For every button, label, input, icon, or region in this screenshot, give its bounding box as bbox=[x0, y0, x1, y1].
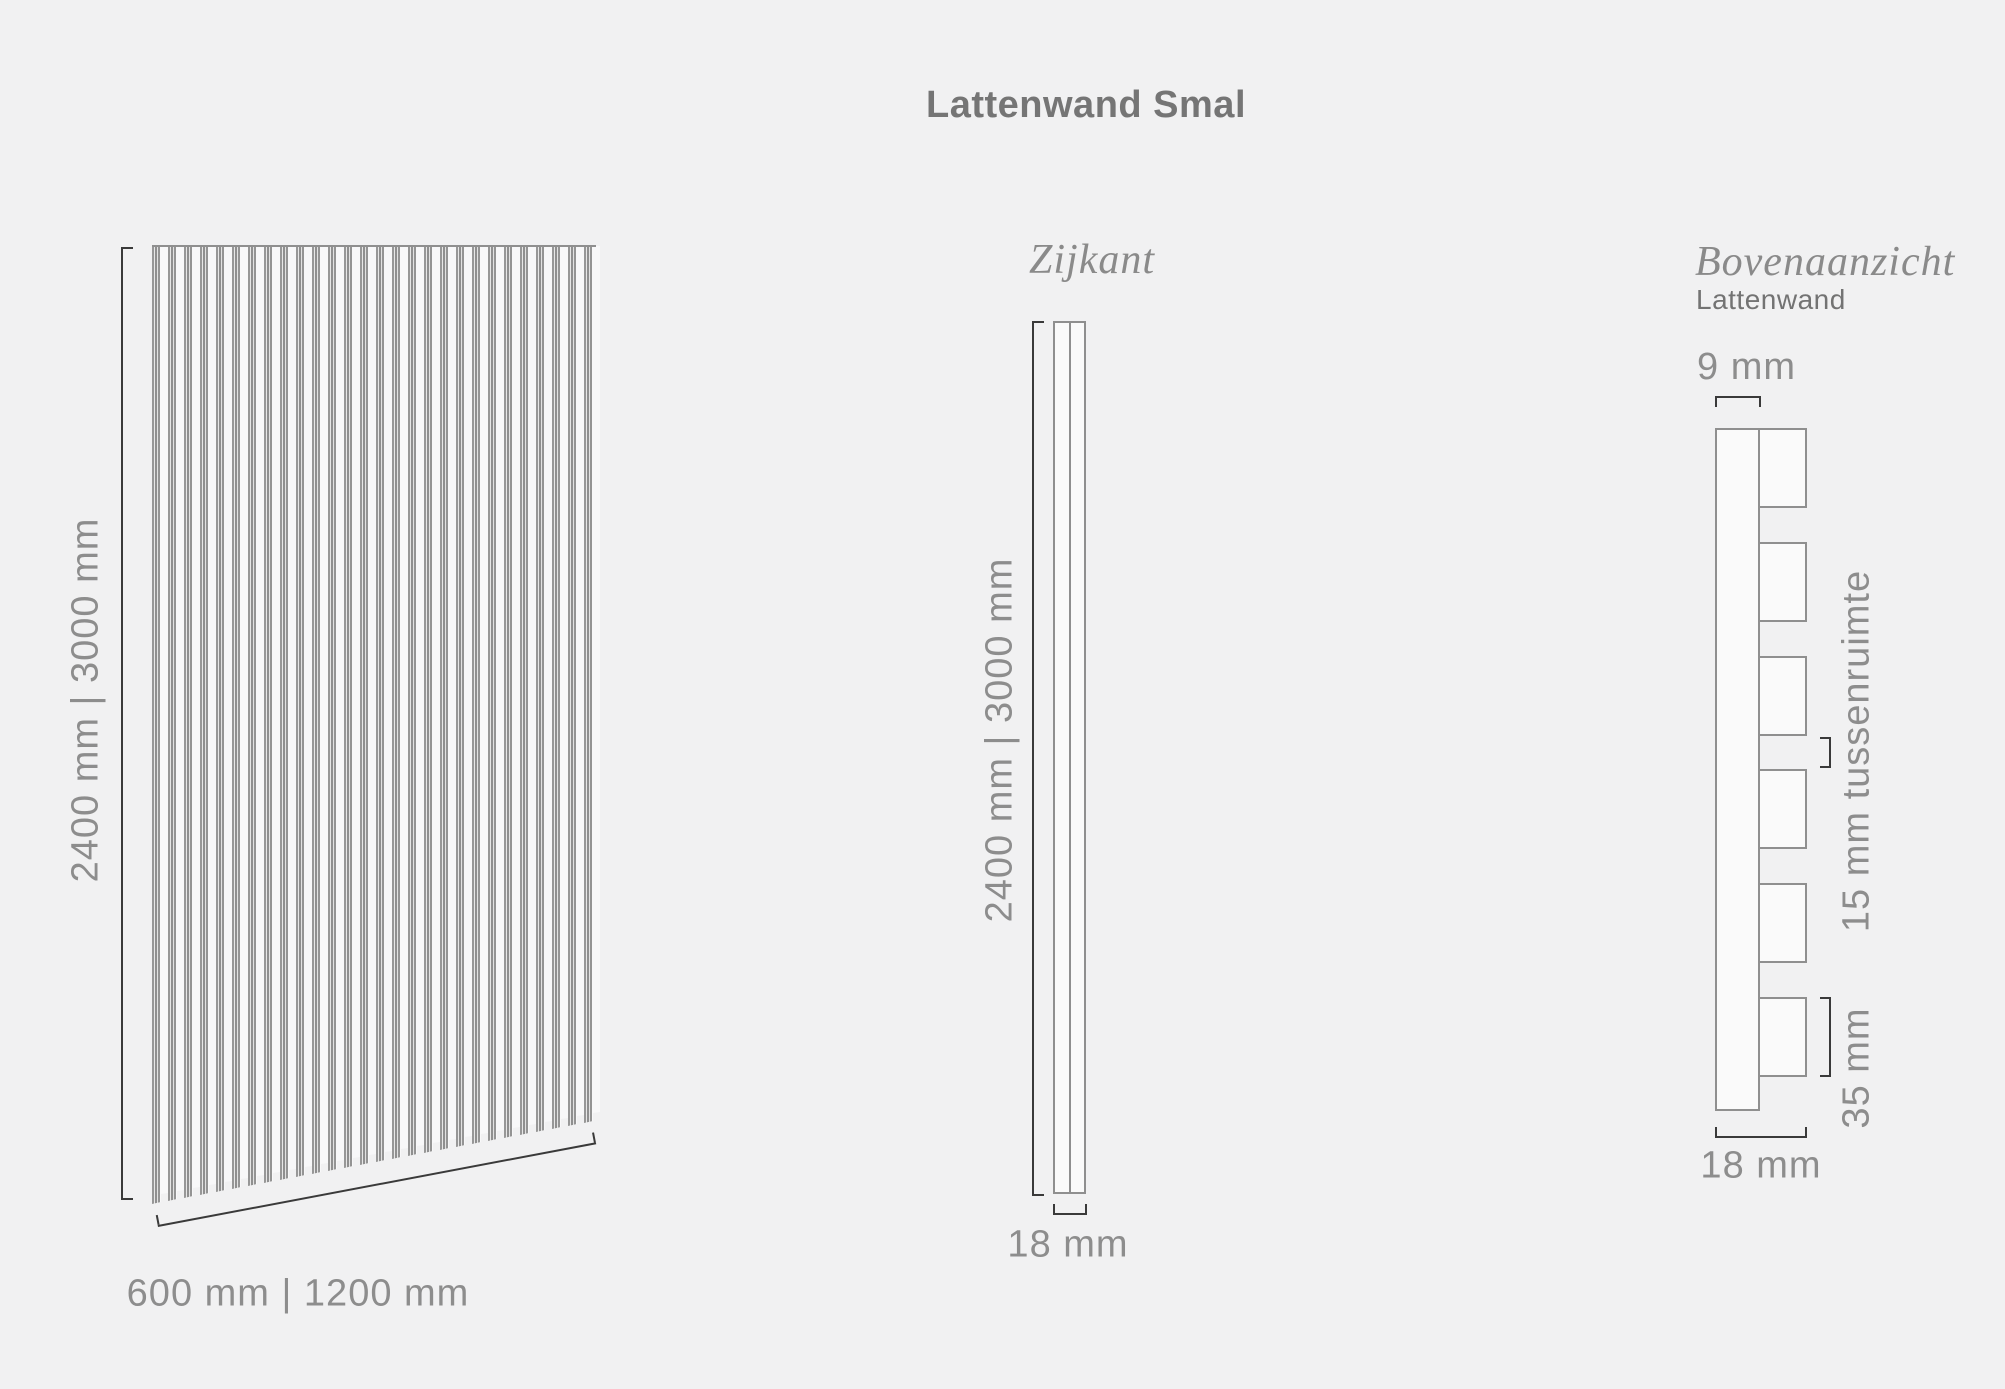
board-thickness-label: 9 mm bbox=[1697, 346, 1796, 388]
top-view-slat-block bbox=[1758, 428, 1807, 508]
front-slat bbox=[472, 246, 488, 1144]
total-depth-bracket bbox=[1715, 1127, 1807, 1138]
front-slat bbox=[264, 246, 280, 1183]
front-slat bbox=[200, 246, 216, 1195]
front-slat bbox=[168, 246, 184, 1201]
front-height-label: 2400 mm | 3000 mm bbox=[64, 517, 107, 883]
top-view-slat-block bbox=[1758, 769, 1807, 849]
front-slat bbox=[520, 246, 536, 1135]
front-slat bbox=[184, 246, 200, 1198]
front-slat bbox=[248, 246, 264, 1186]
front-slat bbox=[216, 246, 232, 1192]
side-depth-label: 18 mm bbox=[1007, 1223, 1129, 1266]
top-view-sublabel: Lattenwand bbox=[1696, 284, 1846, 315]
front-slat bbox=[456, 246, 472, 1147]
front-slat bbox=[312, 246, 328, 1174]
side-height-bracket bbox=[1032, 321, 1044, 1196]
front-slat bbox=[280, 246, 296, 1180]
slat-width-bracket bbox=[1820, 997, 1831, 1077]
front-slat bbox=[488, 246, 504, 1141]
front-slat bbox=[392, 246, 408, 1159]
front-slat bbox=[296, 246, 312, 1177]
bracket-tick bbox=[123, 247, 133, 249]
top-view-slat-block bbox=[1758, 997, 1807, 1077]
bracket-tick bbox=[1053, 1204, 1055, 1213]
front-slat bbox=[440, 246, 456, 1150]
front-slat bbox=[328, 246, 344, 1171]
bracket-tick bbox=[1085, 1204, 1087, 1213]
bracket-tick bbox=[1820, 1075, 1829, 1077]
front-slat bbox=[568, 246, 584, 1126]
front-slat bbox=[376, 246, 392, 1162]
front-slat bbox=[504, 246, 520, 1138]
front-slat bbox=[232, 246, 248, 1189]
front-view-slats bbox=[152, 246, 602, 1206]
top-view-slats bbox=[1758, 428, 1807, 1110]
front-slat bbox=[152, 246, 168, 1204]
bracket-tick bbox=[1034, 1194, 1044, 1196]
total-depth-label: 18 mm bbox=[1700, 1144, 1822, 1187]
front-slat bbox=[552, 246, 568, 1129]
side-depth-bracket bbox=[1053, 1204, 1087, 1215]
front-slat bbox=[344, 246, 360, 1168]
top-view-slat-block bbox=[1758, 883, 1807, 963]
backing-board-rect bbox=[1715, 428, 1760, 1111]
bracket-tick bbox=[1820, 766, 1829, 768]
front-slat bbox=[360, 246, 376, 1165]
bracket-tick bbox=[1820, 997, 1829, 999]
top-view-label: Bovenaanzicht bbox=[1695, 239, 1956, 285]
side-view-label: Zijkant bbox=[1028, 237, 1156, 283]
gap-bracket bbox=[1820, 737, 1831, 768]
front-height-bracket bbox=[121, 247, 133, 1200]
top-view-slat-block bbox=[1758, 542, 1807, 622]
front-slat bbox=[536, 246, 552, 1132]
side-profile-divider bbox=[1069, 323, 1071, 1192]
bracket-tick bbox=[1034, 321, 1044, 323]
front-top-edge-line bbox=[152, 245, 596, 247]
bracket-tick bbox=[123, 1198, 133, 1200]
front-slat bbox=[408, 246, 424, 1156]
front-slat bbox=[584, 246, 600, 1123]
bracket-tick bbox=[1805, 1127, 1807, 1136]
side-height-label: 2400 mm | 3000 mm bbox=[978, 557, 1021, 923]
slat-width-label: 35 mm bbox=[1835, 1007, 1878, 1129]
front-slat bbox=[424, 246, 440, 1153]
bracket-tick bbox=[155, 1214, 160, 1226]
page-title: Lattenwand Smal bbox=[926, 84, 1246, 126]
bracket-tick bbox=[1759, 398, 1761, 407]
bracket-tick bbox=[1715, 398, 1717, 407]
gap-label: 15 mm tussenruimte bbox=[1835, 569, 1878, 933]
front-width-label: 600 mm | 1200 mm bbox=[126, 1272, 470, 1315]
bracket-tick bbox=[1715, 1127, 1717, 1136]
bracket-tick bbox=[1820, 737, 1829, 739]
board-thickness-bracket bbox=[1715, 396, 1761, 407]
side-profile-rect bbox=[1053, 321, 1086, 1194]
top-view-slat-block bbox=[1758, 656, 1807, 736]
